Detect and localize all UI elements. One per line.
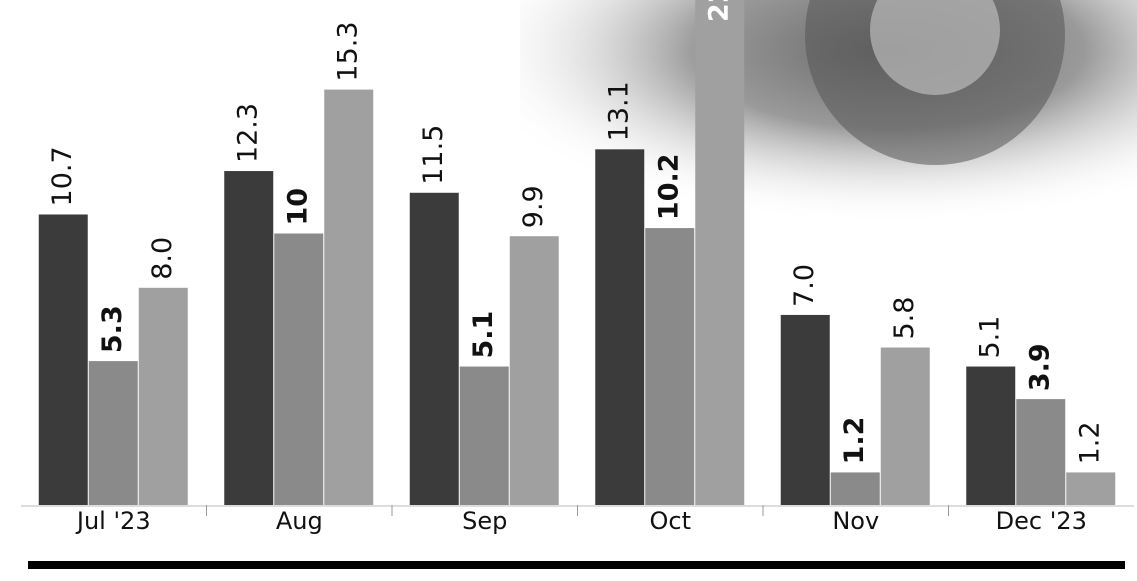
x-tick-label: Nov bbox=[832, 507, 879, 535]
value-label: 5.8 bbox=[889, 297, 920, 340]
value-label: 8.0 bbox=[147, 237, 178, 280]
value-label: 1.2 bbox=[839, 417, 870, 465]
bar bbox=[274, 233, 323, 505]
x-tick-label: Oct bbox=[650, 507, 692, 535]
value-label: 5.1 bbox=[974, 316, 1005, 359]
value-label: 15.3 bbox=[332, 21, 363, 81]
value-label: 7.0 bbox=[789, 264, 820, 307]
value-label: 10.2 bbox=[653, 153, 684, 220]
bar bbox=[831, 472, 880, 505]
value-label: 1.2 bbox=[1074, 421, 1105, 464]
bar bbox=[881, 348, 930, 505]
x-tick-label: Sep bbox=[462, 507, 507, 535]
value-label: 10.7 bbox=[47, 146, 78, 206]
bar bbox=[139, 288, 188, 505]
value-label: 22.4 bbox=[703, 0, 734, 22]
value-label: 13.1 bbox=[603, 81, 634, 141]
value-label: 10 bbox=[282, 188, 313, 226]
bar bbox=[645, 228, 694, 505]
bottom-rule bbox=[28, 561, 1125, 569]
bar bbox=[1066, 472, 1115, 505]
bar bbox=[89, 361, 138, 505]
bar bbox=[595, 149, 644, 505]
value-label: 11.5 bbox=[418, 125, 449, 185]
chart: Jul '23 10.7 5.3 8.0 Aug 12.3 10 15.3 Sep 11.5 5.1… bbox=[0, 0, 1137, 581]
bar bbox=[695, 0, 744, 505]
x-tick-label: Aug bbox=[276, 507, 323, 535]
value-label: 12.3 bbox=[232, 103, 263, 163]
value-label: 9.9 bbox=[518, 185, 549, 228]
bar bbox=[781, 315, 830, 505]
bar bbox=[510, 236, 559, 505]
value-label: 3.9 bbox=[1024, 343, 1055, 391]
bar bbox=[410, 193, 459, 505]
bar bbox=[324, 90, 373, 505]
bar bbox=[460, 367, 509, 505]
value-label: 5.1 bbox=[468, 311, 499, 359]
value-label: 5.3 bbox=[97, 305, 128, 353]
bar bbox=[39, 214, 88, 505]
bar bbox=[224, 171, 273, 505]
x-tick-label: Jul '23 bbox=[75, 507, 151, 535]
bar bbox=[1016, 399, 1065, 505]
page: {"chart_data": {"type": "bar", "categori… bbox=[0, 0, 1137, 581]
x-tick-label: Dec '23 bbox=[996, 507, 1087, 535]
bar bbox=[966, 367, 1015, 505]
